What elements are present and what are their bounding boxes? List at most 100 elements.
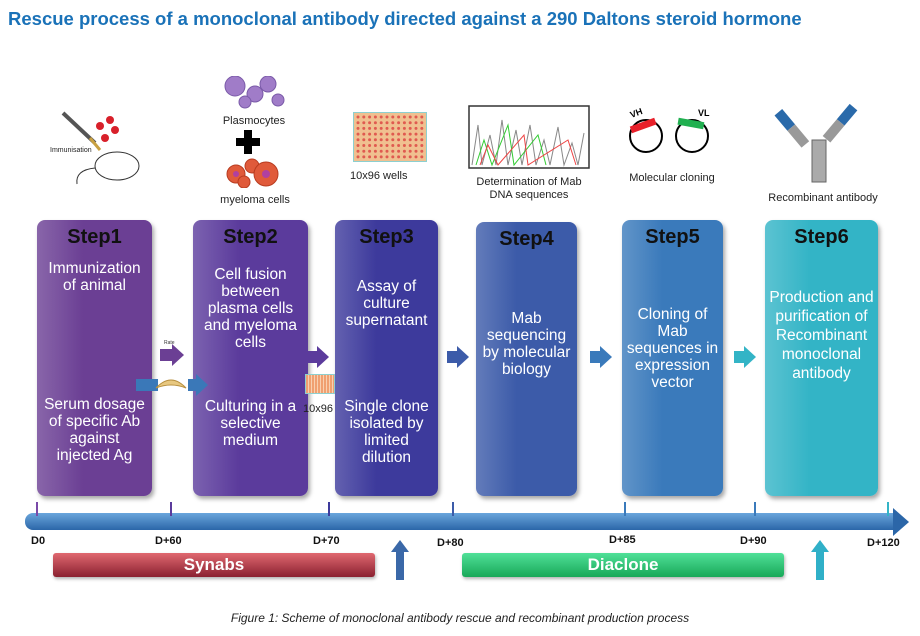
well	[414, 132, 418, 136]
well	[362, 138, 366, 142]
well	[379, 121, 383, 125]
arrow-right-icon	[317, 346, 329, 368]
well	[391, 138, 395, 142]
well	[420, 126, 424, 130]
well	[373, 126, 377, 130]
well	[356, 126, 360, 130]
well	[408, 155, 412, 159]
well	[362, 115, 366, 119]
step-text: Assay of culture supernatant	[345, 278, 428, 329]
well	[373, 155, 377, 159]
well	[414, 121, 418, 125]
well	[373, 132, 377, 136]
arrow-right-icon	[457, 346, 469, 368]
well	[356, 144, 360, 147]
step-3-box: Step3 Assay of culture supernatant Singl…	[335, 220, 438, 496]
step-title: Step4	[499, 228, 554, 250]
well-plate-icon	[353, 112, 427, 162]
timeline-tick	[624, 502, 626, 516]
well	[414, 144, 418, 147]
well	[391, 144, 395, 147]
well	[362, 121, 366, 125]
well	[379, 149, 383, 153]
arrow-body	[447, 351, 457, 363]
figure-caption: Figure 1: Scheme of monoclonal antibody …	[230, 611, 690, 625]
step-6-box: Step6 Production and purification of Rec…	[765, 220, 878, 496]
well	[385, 155, 389, 159]
small-plate-icon	[305, 374, 335, 394]
well	[368, 121, 372, 125]
well	[408, 144, 412, 147]
well	[391, 155, 395, 159]
plasmocytes-label: Plasmocytes	[222, 115, 286, 127]
step-text: Culturing in a selective medium	[204, 398, 297, 449]
well	[362, 126, 366, 130]
well	[362, 149, 366, 153]
well	[368, 132, 372, 136]
recombinant-label: Recombinant antibody	[768, 192, 878, 204]
well	[356, 149, 360, 153]
well	[385, 149, 389, 153]
well	[397, 126, 401, 130]
arrow-body	[160, 349, 172, 361]
well	[402, 149, 406, 153]
well	[397, 149, 401, 153]
well	[414, 126, 418, 130]
well	[402, 115, 406, 119]
step-title: Step1	[67, 226, 122, 248]
small-plate-label: 10x96	[303, 403, 333, 415]
timeline-label: D+70	[313, 535, 340, 547]
well	[402, 121, 406, 125]
wells-label: 10x96 wells	[350, 170, 408, 182]
well	[414, 149, 418, 153]
step-1-box: Step1 Immunization of animal Serum dosag…	[37, 220, 152, 496]
arrow-body	[188, 379, 196, 391]
step-text: Immunization of animal	[48, 260, 141, 294]
well	[408, 115, 412, 119]
myeloma-cells-icon	[226, 158, 279, 188]
arrow-right-icon	[600, 346, 612, 368]
well	[391, 132, 395, 136]
step-title: Step2	[223, 226, 278, 248]
arrow-right-icon	[172, 344, 184, 366]
well	[373, 121, 377, 125]
well	[373, 138, 377, 142]
step-text: Cell fusion between plasma cells and mye…	[203, 266, 298, 351]
well	[397, 138, 401, 142]
step-text: Mab sequencing by molecular biology	[482, 310, 571, 378]
well	[408, 149, 412, 153]
well	[420, 115, 424, 119]
well	[368, 126, 372, 130]
well	[402, 155, 406, 159]
well	[373, 144, 377, 147]
well	[362, 144, 366, 147]
handoff-arrow-up-icon	[391, 540, 409, 580]
timeline-arrowhead-icon	[893, 508, 909, 536]
well	[379, 115, 383, 119]
myeloma-label: myeloma cells	[220, 194, 290, 206]
well	[397, 132, 401, 136]
well	[379, 138, 383, 142]
well	[379, 126, 383, 130]
well	[356, 121, 360, 125]
arrow-body	[734, 351, 744, 363]
well	[408, 132, 412, 136]
well	[373, 149, 377, 153]
antibody-icon	[774, 103, 858, 183]
step-text: Production and purification of Recombina…	[769, 289, 874, 382]
well	[420, 132, 424, 136]
arrow-body	[136, 379, 158, 391]
well	[391, 121, 395, 125]
step-2-box: Step2 Cell fusion between plasma cells a…	[193, 220, 308, 496]
well	[408, 138, 412, 142]
well	[402, 126, 406, 130]
sequencing-label: Determination of Mab DNA sequences	[476, 176, 582, 201]
step-5-box: Step5 Cloning of Mab sequences in expres…	[622, 220, 723, 496]
timeline-label: D+60	[155, 535, 182, 547]
step-title: Step3	[359, 226, 414, 248]
cloning-label: Molecular cloning	[629, 172, 715, 184]
immunisation-label: Immunisation	[50, 147, 92, 154]
well	[385, 115, 389, 119]
step-4-box: Step4 Mab sequencing by molecular biolog…	[476, 222, 577, 496]
plus-icon	[236, 130, 260, 154]
